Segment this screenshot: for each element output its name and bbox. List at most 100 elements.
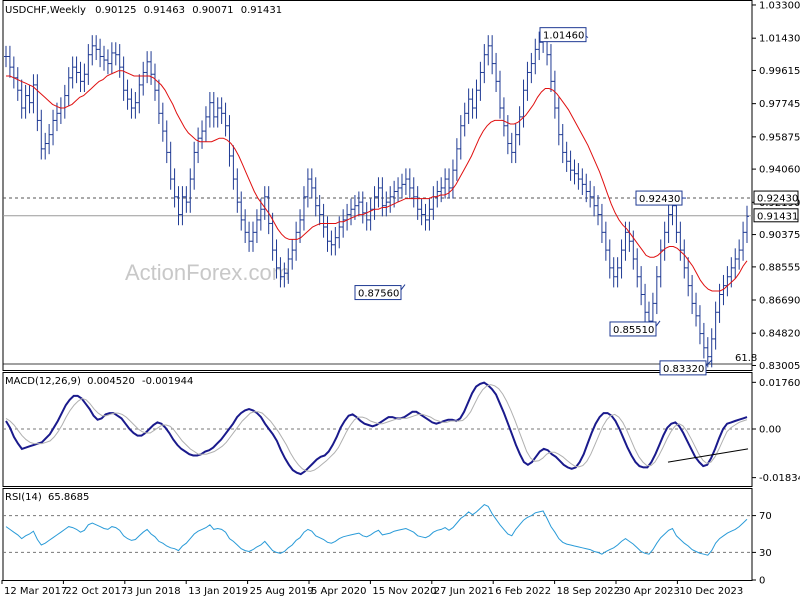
macd-series — [5, 381, 749, 476]
price-annotations: 1.01460 0.87560 0.92430 0.85510 0.83320 — [354, 27, 713, 376]
price-bar — [196, 127, 201, 164]
price-bar — [576, 163, 581, 190]
time-tick-label: 25 Aug 2019 — [250, 586, 314, 597]
price-bar — [596, 195, 601, 226]
symbol-label: USDCHF — [5, 5, 47, 16]
time-tick-label: 3 Jun 2018 — [127, 586, 181, 597]
rsi-axis: 70 30 0 — [3, 511, 772, 587]
price-tick-label: 1.01430 — [759, 34, 800, 45]
macd-tick-label: -0.01834 — [759, 473, 800, 484]
price-bar — [556, 97, 561, 146]
price-bar — [690, 274, 695, 315]
panel-frames — [2, 0, 753, 581]
price-bar — [697, 305, 702, 345]
price-series — [4, 28, 749, 368]
price-tick-label: 0.99615 — [759, 66, 800, 77]
price-bar — [254, 209, 259, 243]
price-bar — [486, 35, 491, 66]
price-bar — [262, 186, 267, 220]
price-bar — [184, 186, 189, 213]
panel-frame-0 — [2, 0, 753, 371]
price-tick-label: 0.86690 — [759, 296, 800, 307]
price-bar — [305, 168, 310, 208]
price-bar — [43, 132, 48, 160]
price-tick-label: 0.88555 — [759, 262, 800, 273]
price-bar — [376, 177, 381, 208]
price-bar — [31, 74, 36, 114]
time-tick-label: 15 Nov 2020 — [372, 586, 436, 597]
price-bar — [78, 61, 83, 93]
price-bar — [39, 109, 44, 160]
price-bar — [368, 198, 373, 231]
price-bar — [450, 159, 455, 199]
current-price-label: 0.91431 — [757, 211, 798, 222]
price-bar — [454, 138, 459, 181]
price-bar — [592, 186, 597, 217]
annotation-label: 0.87560 — [358, 289, 399, 300]
price-bar — [396, 177, 401, 203]
price-bar — [505, 115, 510, 155]
price-bar — [282, 262, 287, 288]
price-bar — [105, 49, 110, 75]
price-bar — [294, 221, 299, 261]
price-bar — [290, 239, 295, 270]
price-bar — [152, 63, 157, 101]
price-bar — [286, 248, 291, 284]
price-bar — [686, 257, 691, 297]
chart-header: USDCHF,Weekly 0.90125 0.91463 0.90071 0.… — [5, 5, 282, 16]
macd-value: 0.004520 — [87, 376, 135, 387]
price-axis: 1.03300 1.01430 0.99615 0.97745 0.95875 0.940… — [752, 0, 800, 372]
time-tick-label: 10 Dec 2023 — [679, 586, 743, 597]
price-bar — [251, 221, 255, 252]
price-bar — [470, 88, 475, 119]
price-bar — [188, 168, 193, 213]
price-bar — [525, 61, 530, 101]
price-bar — [301, 186, 306, 231]
rsi-tick-label: 30 — [759, 548, 772, 559]
macd-tick-label: 0.017603 — [759, 378, 800, 389]
time-tick-label: 12 Mar 2017 — [4, 586, 67, 597]
price-bar — [380, 177, 385, 217]
time-tick-label: 5 Apr 2020 — [311, 586, 366, 597]
price-bar — [419, 198, 424, 226]
price-bar — [90, 35, 95, 66]
price-bar — [329, 230, 334, 256]
price-bar — [121, 56, 126, 101]
annotation-box — [609, 321, 657, 337]
price-bar — [270, 212, 275, 261]
price-bar — [482, 44, 487, 84]
price-bar — [156, 79, 161, 124]
annotation-box — [635, 190, 683, 206]
resistance-price-box — [753, 190, 799, 205]
price-bar — [517, 106, 522, 146]
price-bar — [243, 209, 248, 243]
price-bar — [588, 180, 593, 208]
price-bar — [333, 227, 338, 256]
price-bar — [666, 203, 671, 243]
resistance-price-label: 0.92430 — [757, 194, 798, 205]
macd-signal-value: -0.001944 — [142, 376, 193, 387]
price-bar — [568, 150, 573, 181]
price-bar — [439, 177, 444, 203]
price-bar — [611, 257, 616, 288]
macd-macd-line — [5, 381, 748, 476]
price-bar — [133, 92, 138, 119]
price-bar — [137, 74, 142, 114]
price-bar — [219, 97, 224, 124]
price-bar — [82, 63, 87, 93]
price-bar — [352, 195, 357, 220]
price-bar — [474, 79, 479, 119]
price-bar — [705, 337, 710, 368]
price-bar — [98, 38, 103, 68]
price-bar — [215, 97, 220, 128]
price-bar — [176, 186, 181, 226]
price-bar — [23, 84, 28, 119]
timeframe-label: Weekly — [50, 5, 86, 16]
price-bar — [529, 52, 534, 84]
rsi-label: RSI(14) — [5, 492, 42, 503]
price-annotation: 0.87560 — [354, 284, 406, 301]
header-high: 0.91463 — [144, 5, 185, 16]
price-bar — [227, 115, 232, 167]
price-bar — [235, 168, 240, 213]
header-open: 0.90125 — [95, 5, 136, 16]
